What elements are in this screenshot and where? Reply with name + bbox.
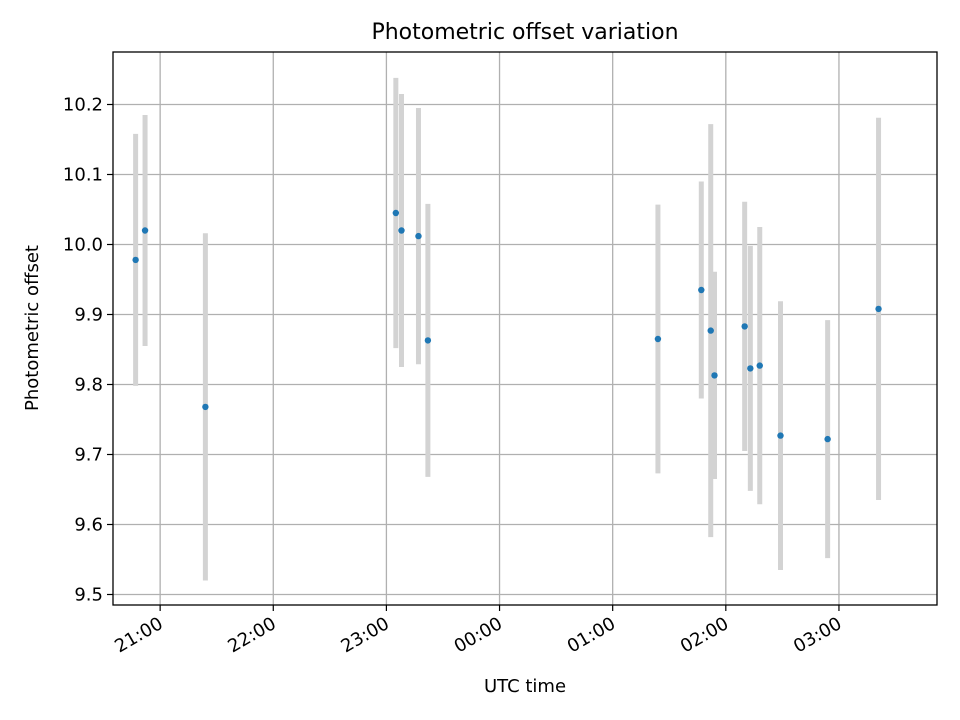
y-tick-label: 9.9 [74, 305, 103, 326]
chart-title: Photometric offset variation [371, 20, 678, 45]
y-axis-ticks: 9.5 9.6 9.7 9.8 9.9 10.0 10.1 10.2 [63, 95, 113, 606]
y-tick-label: 10.1 [63, 165, 103, 186]
data-point [415, 232, 422, 240]
y-tick-label: 10.2 [63, 95, 103, 116]
data-point [132, 256, 139, 264]
data-point [392, 209, 400, 217]
y-tick-label: 9.7 [74, 445, 103, 466]
y-tick-label: 10.0 [63, 235, 103, 256]
data-point [398, 227, 405, 234]
data-point [824, 435, 831, 443]
data-point [777, 432, 784, 439]
grid-lines [113, 52, 937, 605]
data-point [741, 323, 748, 330]
y-axis-label: Photometric offset [22, 245, 43, 411]
data-points [132, 209, 882, 443]
plot-frame [112, 51, 938, 606]
data-point [875, 305, 882, 313]
x-axis-label: UTC time [484, 676, 566, 697]
data-point [707, 327, 714, 334]
data-point [711, 372, 718, 379]
data-point [698, 286, 705, 294]
data-point [747, 365, 754, 372]
y-tick-label: 9.8 [74, 375, 103, 396]
y-tick-label: 9.6 [74, 515, 103, 536]
data-point [202, 403, 209, 411]
data-point [141, 227, 149, 234]
data-point [756, 362, 763, 369]
data-point [424, 337, 432, 344]
data-point [654, 335, 662, 343]
y-tick-label: 9.5 [74, 585, 103, 606]
